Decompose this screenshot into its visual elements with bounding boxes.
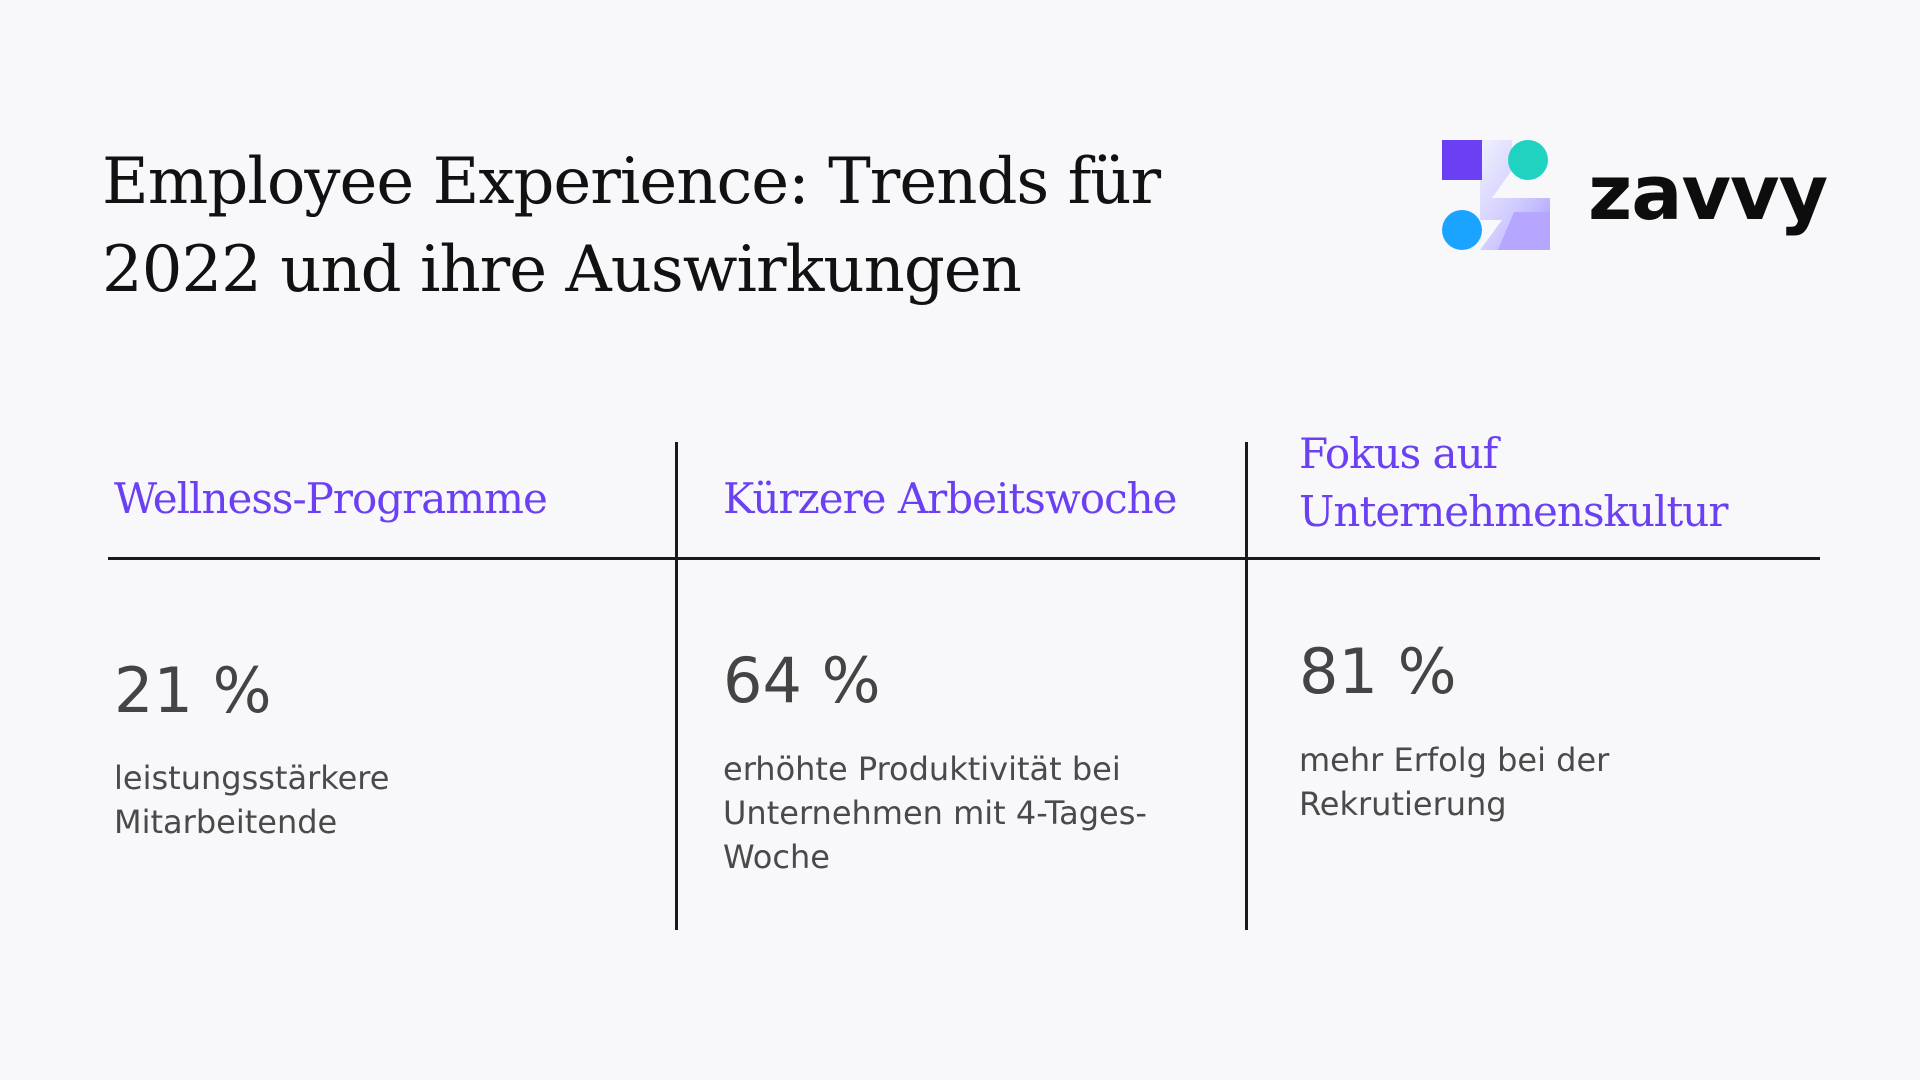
column-divider-1 (675, 442, 678, 930)
description-shorter-week: erhöhte Produktivität bei Unternehmen mi… (723, 750, 1147, 876)
column-heading-shorter-week: Kürzere Arbeitswoche (723, 474, 1178, 523)
column-heading-culture: Fokus auf Unternehmenskultur (1299, 429, 1728, 536)
description-culture: mehr Erfolg bei der Rekrutierung (1299, 741, 1610, 823)
stat-shorter-week: 64 % (723, 644, 881, 717)
zavvy-logo: zavvy (1442, 140, 1828, 250)
brand-name: zavvy (1588, 148, 1828, 237)
stat-wellness: 21 % (114, 654, 272, 727)
header-divider (108, 557, 1820, 560)
stat-culture: 81 % (1299, 635, 1457, 708)
page-title: Employee Experience: Trends für 2022 und… (102, 145, 1161, 307)
column-heading-wellness: Wellness-Programme (114, 474, 548, 523)
zavvy-logo-icon (1442, 140, 1550, 250)
description-wellness: leistungsstärkere Mitarbeitende (114, 759, 390, 841)
column-divider-2 (1245, 442, 1248, 930)
